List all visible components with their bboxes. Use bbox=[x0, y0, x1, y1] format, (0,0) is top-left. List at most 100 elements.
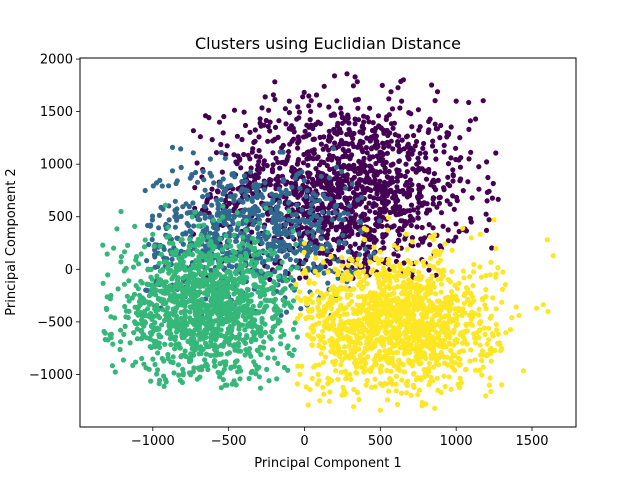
scatter-point bbox=[219, 247, 225, 253]
scatter-point bbox=[395, 300, 401, 306]
scatter-point bbox=[244, 196, 250, 202]
y-tick-label: 500 bbox=[48, 210, 73, 225]
scatter-point bbox=[344, 292, 350, 298]
scatter-point bbox=[192, 327, 198, 333]
scatter-point bbox=[433, 148, 439, 154]
scatter-point bbox=[454, 339, 460, 345]
scatter-point bbox=[269, 328, 275, 335]
scatter-point bbox=[123, 308, 129, 314]
scatter-point bbox=[410, 267, 416, 273]
scatter-point bbox=[147, 222, 154, 228]
scatter-point bbox=[228, 327, 234, 333]
scatter-point bbox=[256, 208, 262, 214]
scatter-point bbox=[394, 401, 401, 407]
scatter-point bbox=[304, 188, 310, 194]
scatter-point bbox=[476, 367, 482, 373]
scatter-point bbox=[326, 210, 332, 216]
scatter-point bbox=[202, 243, 208, 249]
scatter-point bbox=[265, 257, 271, 263]
scatter-point bbox=[452, 282, 458, 288]
scatter-point bbox=[343, 319, 349, 326]
scatter-point bbox=[210, 217, 217, 223]
scatter-point bbox=[306, 249, 312, 255]
scatter-point bbox=[359, 286, 365, 292]
scatter-point bbox=[163, 286, 169, 293]
scatter-point bbox=[484, 341, 490, 347]
scatter-point bbox=[392, 313, 398, 319]
scatter-point bbox=[201, 177, 207, 183]
scatter-point bbox=[421, 366, 427, 373]
scatter-point bbox=[223, 258, 229, 264]
scatter-point bbox=[367, 163, 373, 169]
scatter-point bbox=[435, 362, 442, 368]
scatter-point bbox=[412, 346, 418, 352]
scatter-point bbox=[493, 150, 499, 156]
scatter-point bbox=[226, 341, 233, 347]
scatter-point bbox=[230, 302, 236, 308]
scatter-point bbox=[180, 231, 186, 237]
scatter-point bbox=[186, 370, 193, 376]
scatter-point bbox=[463, 228, 469, 234]
scatter-point bbox=[476, 334, 482, 341]
scatter-point bbox=[378, 335, 384, 341]
x-tick-label: 1500 bbox=[515, 434, 548, 449]
scatter-point bbox=[335, 286, 341, 292]
scatter-point bbox=[380, 192, 386, 198]
scatter-point bbox=[108, 331, 114, 337]
scatter-point bbox=[257, 385, 264, 391]
scatter-point bbox=[424, 337, 430, 343]
scatter-point bbox=[216, 271, 222, 277]
scatter-point bbox=[139, 355, 145, 362]
scatter-point bbox=[328, 342, 334, 349]
scatter-point bbox=[121, 268, 127, 274]
scatter-point bbox=[330, 316, 337, 322]
scatter-point bbox=[434, 204, 440, 210]
scatter-point bbox=[460, 188, 466, 194]
scatter-point bbox=[356, 294, 362, 300]
scatter-point bbox=[227, 238, 233, 244]
scatter-point bbox=[192, 185, 198, 191]
scatter-point bbox=[318, 290, 324, 296]
scatter-point bbox=[245, 268, 251, 274]
scatter-point bbox=[252, 240, 258, 246]
scatter-point bbox=[482, 331, 488, 337]
scatter-point bbox=[172, 283, 178, 289]
scatter-point bbox=[442, 330, 448, 336]
scatter-point bbox=[411, 370, 417, 376]
scatter-point bbox=[207, 303, 213, 309]
scatter-point bbox=[188, 266, 194, 272]
scatter-point bbox=[192, 209, 198, 215]
scatter-point bbox=[330, 339, 336, 345]
scatter-point bbox=[251, 245, 258, 251]
scatter-point bbox=[394, 178, 400, 184]
scatter-point bbox=[174, 206, 180, 212]
scatter-point bbox=[476, 306, 482, 312]
scatter-point bbox=[431, 178, 437, 185]
scatter-point bbox=[276, 186, 282, 192]
scatter-point bbox=[413, 259, 419, 265]
scatter-point bbox=[164, 234, 170, 240]
scatter-point bbox=[408, 329, 414, 335]
scatter-point bbox=[293, 212, 299, 218]
scatter-point bbox=[321, 83, 327, 89]
scatter-point bbox=[411, 312, 417, 318]
scatter-point bbox=[383, 325, 389, 331]
scatter-point bbox=[368, 134, 374, 140]
scatter-point bbox=[178, 354, 184, 360]
scatter-point bbox=[314, 213, 320, 220]
scatter-point bbox=[309, 342, 315, 348]
scatter-point bbox=[252, 207, 258, 213]
scatter-point bbox=[404, 290, 410, 296]
scatter-point bbox=[426, 166, 432, 173]
scatter-point bbox=[303, 274, 309, 280]
scatter-point bbox=[355, 197, 361, 203]
scatter-point bbox=[373, 256, 379, 262]
scatter-point bbox=[153, 287, 159, 293]
scatter-point bbox=[388, 89, 394, 95]
scatter-point bbox=[316, 267, 322, 273]
scatter-point bbox=[417, 288, 423, 294]
scatter-point bbox=[371, 173, 377, 179]
scatter-point bbox=[270, 219, 276, 225]
scatter-point bbox=[233, 382, 239, 388]
